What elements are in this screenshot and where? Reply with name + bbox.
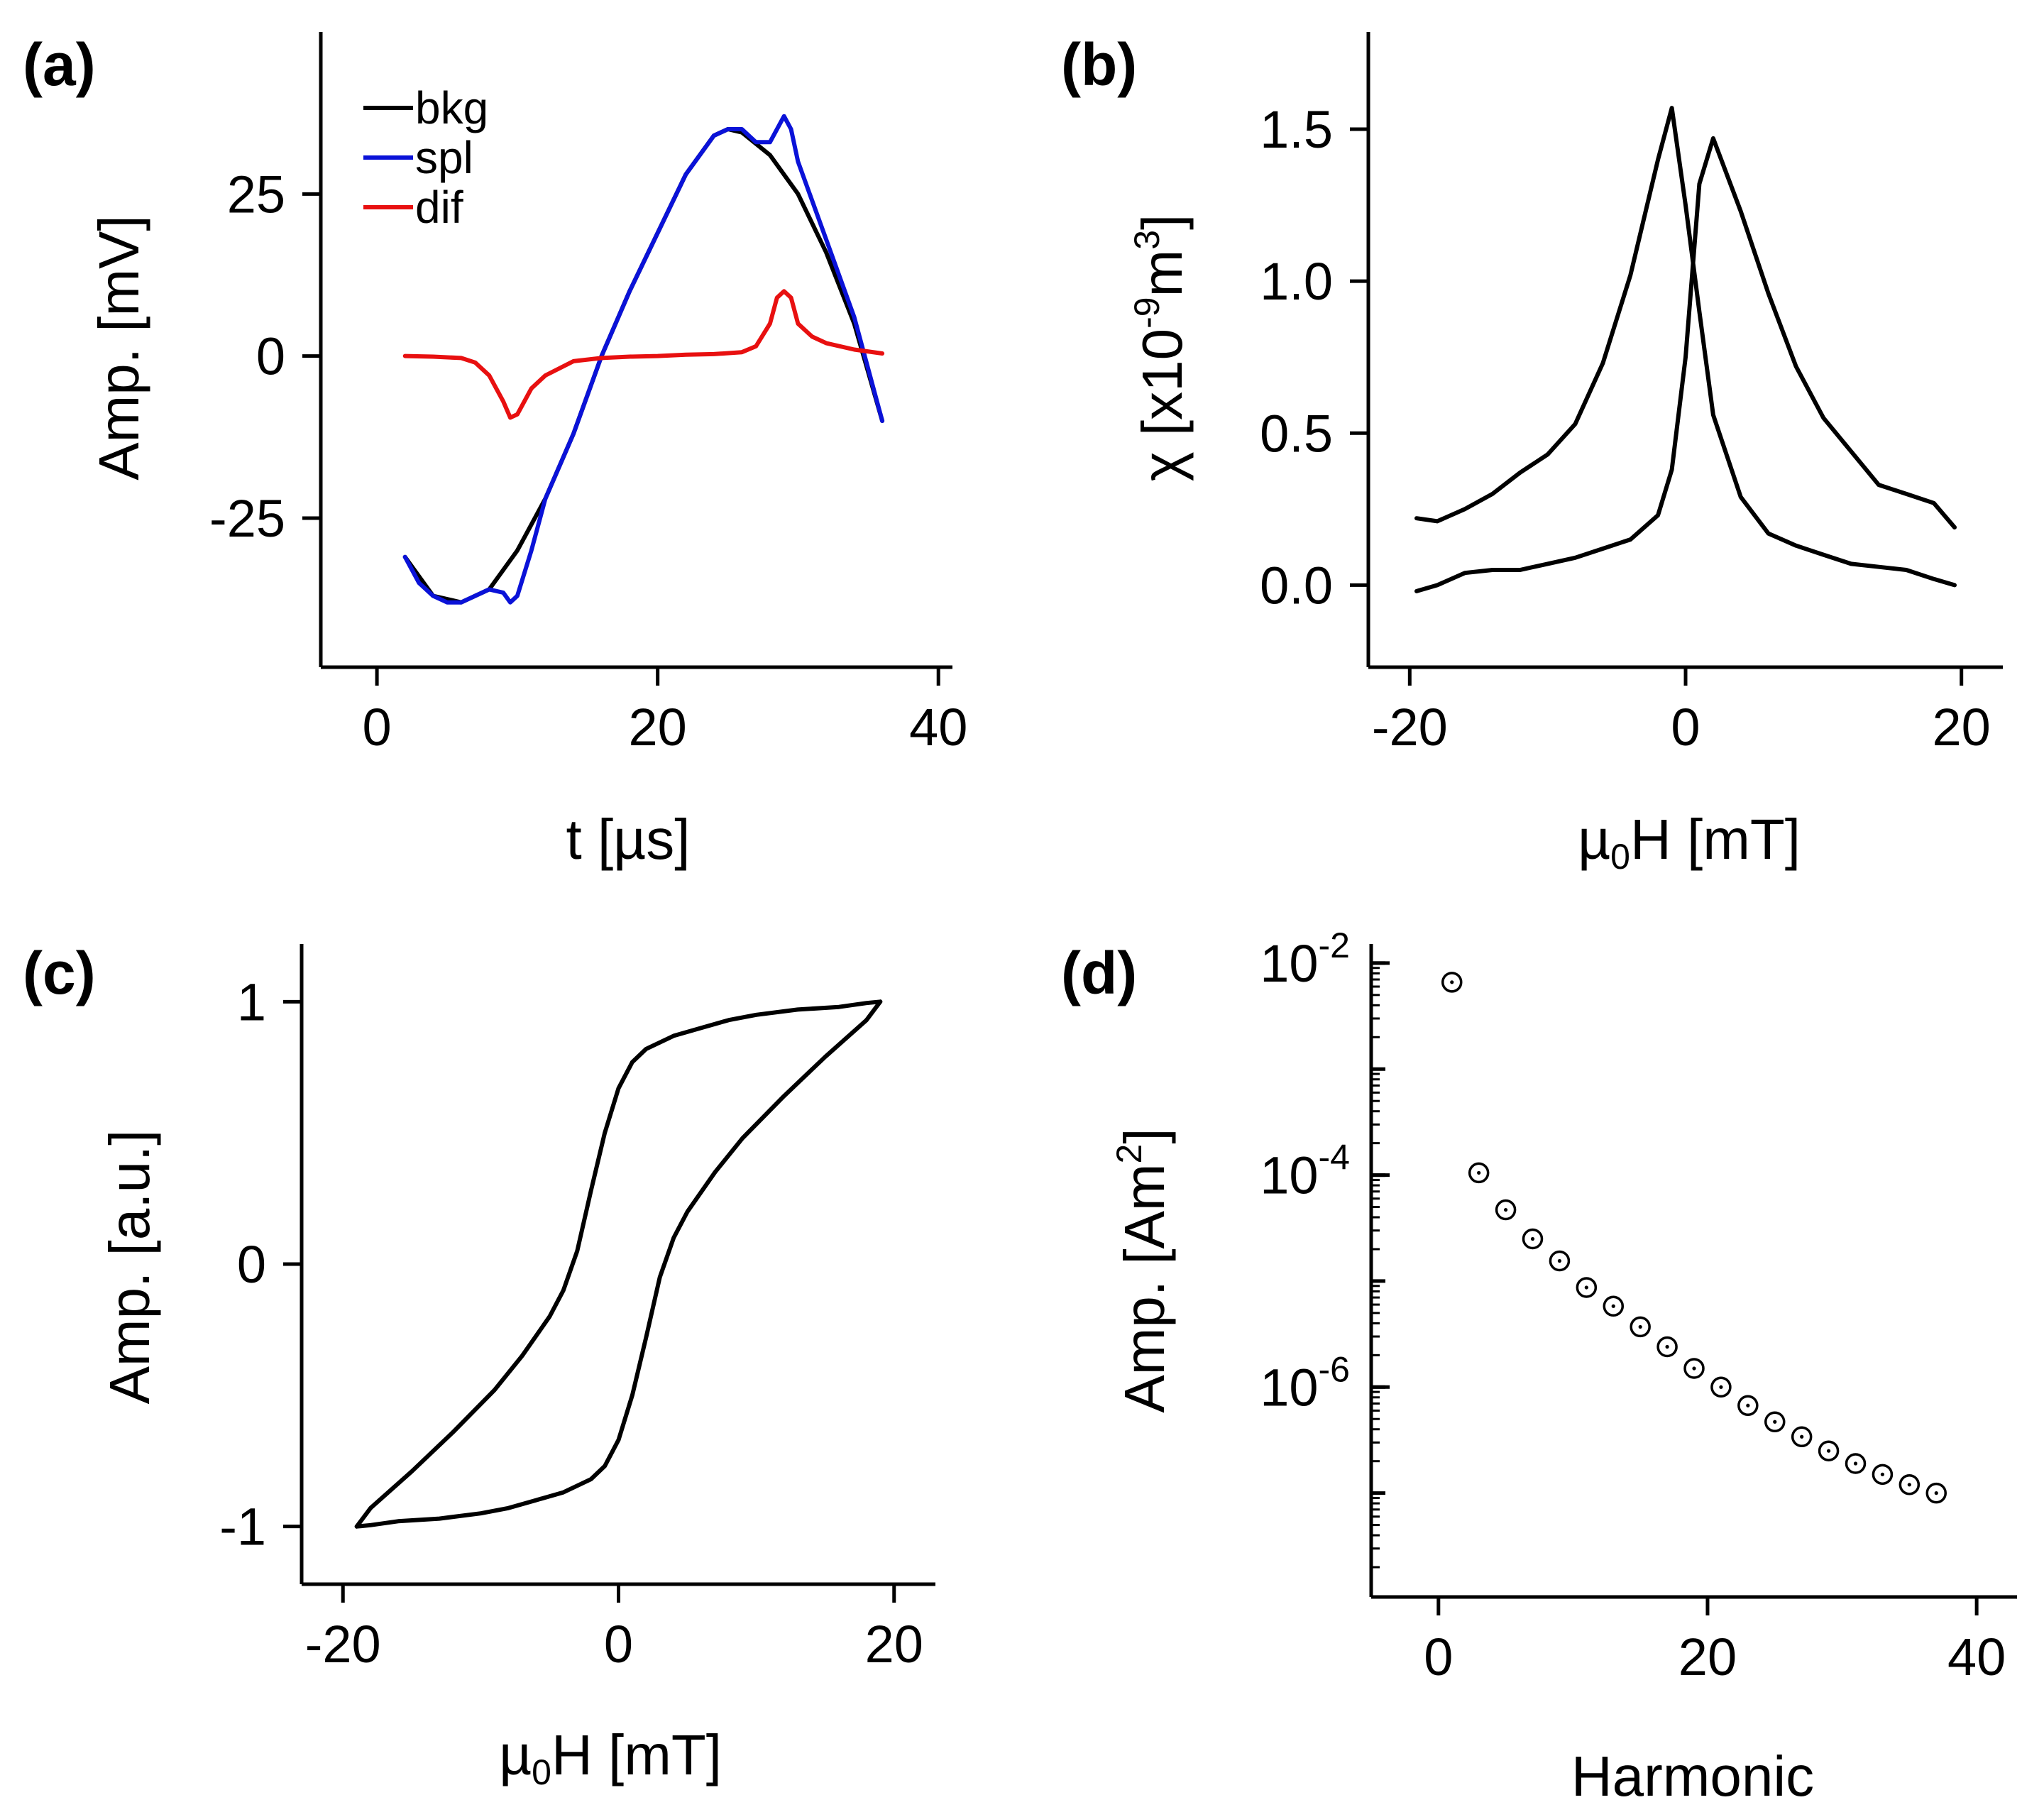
x-tick-label: 0	[1424, 1627, 1453, 1686]
series-line-spl	[402, 114, 885, 605]
series-line-dif	[402, 289, 885, 420]
panel-c-label: (c)	[23, 940, 96, 1006]
panel-a-x-label: t [µs]	[566, 808, 690, 871]
mu-symbol: µ	[613, 808, 646, 871]
y-tick-label: 10-6	[1260, 1349, 1350, 1417]
legend-dif-label: dif	[415, 182, 463, 233]
panel-c: (c) -20 0 20 -1 0 1 µ0H [mT] Amp. [a.u.]	[23, 940, 935, 1792]
data-point	[1441, 972, 1463, 993]
data-point	[1737, 1395, 1759, 1417]
data-point	[1468, 1162, 1490, 1184]
data-point	[1495, 1199, 1517, 1221]
x-tick-label: 20	[1678, 1627, 1737, 1686]
panel-d-series	[1441, 972, 1947, 1504]
x-tick-label: -20	[1372, 698, 1448, 757]
data-point	[1656, 1336, 1678, 1358]
panel-b-ticks: -20 0 20 0.0 0.5 1.0 1.5	[1260, 100, 1991, 757]
data-point	[1791, 1426, 1813, 1448]
x-tick-label: 20	[865, 1615, 923, 1674]
y-tick-label: 1.0	[1260, 252, 1333, 311]
y-tick-label: 25	[227, 165, 285, 224]
panel-a-ticks: 0 20 40 -25 0 25	[209, 165, 967, 757]
data-point	[1630, 1316, 1651, 1338]
x-tick-label: 0	[604, 1615, 633, 1674]
data-point	[1603, 1295, 1624, 1317]
panel-b: (b) -20 0 20 0.0 0.5 1.0 1.5 µ0H [mT] χ [x10-9…	[1061, 31, 2003, 877]
series-line-curve-2	[1414, 136, 1957, 593]
x-tick-label: -20	[305, 1615, 381, 1674]
y-tick-label: -25	[209, 489, 285, 548]
y-tick-label: 1.5	[1260, 100, 1333, 159]
data-point	[1683, 1358, 1705, 1379]
data-point	[1872, 1464, 1894, 1486]
panel-b-label: (b)	[1061, 31, 1137, 98]
panel-d-label: (d)	[1061, 940, 1137, 1006]
panel-a-series	[402, 114, 885, 605]
legend-bkg-label: bkg	[415, 82, 488, 133]
x-tick-label: 0	[363, 698, 392, 757]
panel-d-ticks: 0 20 40 10-6 10-4 10-2	[1260, 926, 2006, 1686]
y-tick-label: 0	[256, 327, 285, 386]
y-tick-label: -1	[219, 1498, 266, 1557]
data-point	[1899, 1474, 1921, 1495]
panel-a: (a) 0 20 40 -25 0 25 bkg spl dif t [µs] Amp. …	[23, 31, 967, 871]
data-point	[1818, 1440, 1840, 1461]
panel-c-y-label: Amp. [a.u.]	[98, 1130, 161, 1405]
panel-c-series	[354, 999, 883, 1529]
panel-b-y-label: χ [x10-9m3]	[1127, 214, 1194, 482]
panel-a-label: (a)	[23, 31, 96, 98]
x-tick-label: 20	[1933, 698, 1991, 757]
y-tick-label: 0	[237, 1235, 266, 1294]
data-point	[1925, 1482, 1947, 1504]
data-point	[1576, 1277, 1598, 1298]
series-line-curve-2	[354, 999, 883, 1529]
panel-b-x-label: µ0H [mT]	[1578, 808, 1801, 877]
panel-d-y-label: Amp. [Am2]	[1109, 1128, 1176, 1412]
series-line-curve-1	[1414, 106, 1957, 588]
panel-c-x-label: µ0H [mT]	[499, 1723, 722, 1792]
panel-c-ticks: -20 0 20 -1 0 1	[219, 972, 923, 1674]
y-tick-label: 0.5	[1260, 404, 1333, 463]
series-line-curve-1	[354, 999, 883, 1529]
panel-a-y-label: Amp. [mV]	[87, 215, 150, 480]
y-tick-label: 10-2	[1260, 926, 1350, 993]
y-tick-label: 0.0	[1260, 556, 1333, 615]
panel-d: (d) 0 20 40 10-6 10-4 10-2 Harmonic Amp. [Am2…	[1061, 926, 2017, 1808]
data-point	[1549, 1250, 1571, 1272]
y-tick-label: 1	[237, 972, 266, 1031]
data-point	[1845, 1453, 1867, 1474]
legend-spl-label: spl	[415, 132, 473, 183]
x-tick-label: 40	[1947, 1627, 2006, 1686]
panel-d-x-label: Harmonic	[1571, 1745, 1814, 1808]
panel-a-legend: bkg spl dif	[363, 82, 488, 233]
y-tick-label: 10-4	[1260, 1138, 1350, 1205]
data-point	[1522, 1228, 1544, 1250]
x-tick-label: 40	[909, 698, 967, 757]
x-tick-label: 0	[1671, 698, 1700, 757]
data-point	[1710, 1376, 1732, 1398]
panel-b-series	[1414, 106, 1957, 593]
data-point	[1764, 1411, 1786, 1433]
x-tick-label: 20	[629, 698, 687, 757]
